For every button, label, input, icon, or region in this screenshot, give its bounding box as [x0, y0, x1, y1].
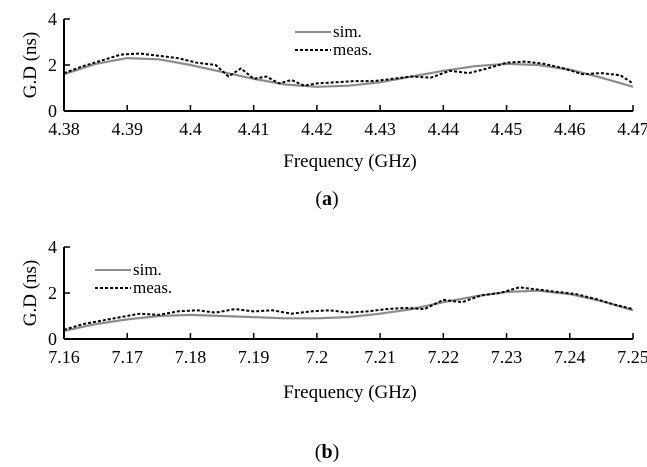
x-tick-label-a-3: 4.41	[238, 119, 270, 139]
y-ticks-a: 0 2 4	[48, 9, 70, 121]
x-tick-label-a-2: 4.4	[179, 119, 202, 139]
x-tick-label-b-2: 7.18	[175, 347, 207, 367]
x-tick-label-a-6: 4.44	[428, 119, 460, 139]
legend-label-meas-b: meas.	[133, 278, 172, 297]
x-tick-label-b-5: 7.21	[364, 347, 396, 367]
y-tick-label-a-0: 0	[48, 101, 57, 121]
chart-panel-a: G.D (ns) 0 2 4 4.38 4.39 4.4 4.41 4.42 4.43 4.44…	[20, 9, 647, 210]
x-tick-label-b-9: 7.25	[617, 347, 647, 367]
legend-label-sim-b: sim.	[133, 260, 162, 279]
x-tick-label-a-0: 4.38	[48, 119, 80, 139]
plot-area-a	[63, 52, 634, 88]
x-ticks-a: 4.38 4.39 4.4 4.41 4.42 4.43 4.44 4.45 4.46 4.47	[48, 105, 647, 139]
x-tick-label-b-7: 7.23	[491, 347, 523, 367]
x-axis-title-b: Frequency (GHz)	[283, 382, 416, 403]
y-ticks-b: 0 2 4	[48, 237, 70, 349]
panel-label-a: (a)	[315, 188, 338, 210]
x-tick-label-a-1: 4.39	[111, 119, 143, 139]
y-tick-label-b-0: 0	[48, 329, 57, 349]
x-ticks-b: 7.16 7.17 7.18 7.19 7.2 7.21 7.22 7.23 7.24 7.25	[48, 333, 647, 367]
chart-panel-b: G.D (ns) 0 2 4 7.16 7.17 7.18 7.19 7.2 7.21 7.22…	[20, 237, 647, 463]
plot-area-b	[63, 286, 634, 332]
x-tick-label-b-1: 7.17	[111, 347, 143, 367]
series-line-meas-a	[63, 52, 634, 87]
x-tick-label-b-8: 7.24	[554, 347, 586, 367]
legend-label-meas-a: meas.	[333, 40, 372, 59]
legend-label-sim-a: sim.	[333, 22, 362, 41]
x-tick-label-b-6: 7.22	[428, 347, 460, 367]
x-axis-title-a: Frequency (GHz)	[283, 151, 416, 172]
y-tick-label-b-1: 2	[48, 283, 57, 303]
x-tick-label-a-9: 4.47	[617, 119, 647, 139]
legend-b: sim. meas.	[95, 260, 172, 297]
series-line-sim-a	[63, 56, 634, 88]
x-tick-label-b-0: 7.16	[48, 347, 80, 367]
x-tick-label-a-5: 4.43	[364, 119, 396, 139]
y-axis-title-b: G.D (ns)	[20, 260, 41, 327]
series-line-meas-b	[63, 286, 634, 331]
y-tick-label-a-1: 2	[48, 55, 57, 75]
y-tick-label-a-2: 4	[48, 9, 57, 29]
x-tick-label-a-8: 4.46	[554, 119, 586, 139]
x-tick-label-a-7: 4.45	[491, 119, 523, 139]
x-tick-label-b-3: 7.19	[238, 347, 270, 367]
legend-a: sim. meas.	[295, 22, 372, 59]
x-tick-label-b-4: 7.2	[306, 347, 329, 367]
series-line-sim-b	[63, 289, 634, 332]
y-axis-title-a: G.D (ns)	[20, 32, 41, 99]
y-tick-label-b-2: 4	[48, 237, 57, 257]
x-tick-label-a-4: 4.42	[301, 119, 333, 139]
panel-label-b: (b)	[315, 441, 339, 463]
